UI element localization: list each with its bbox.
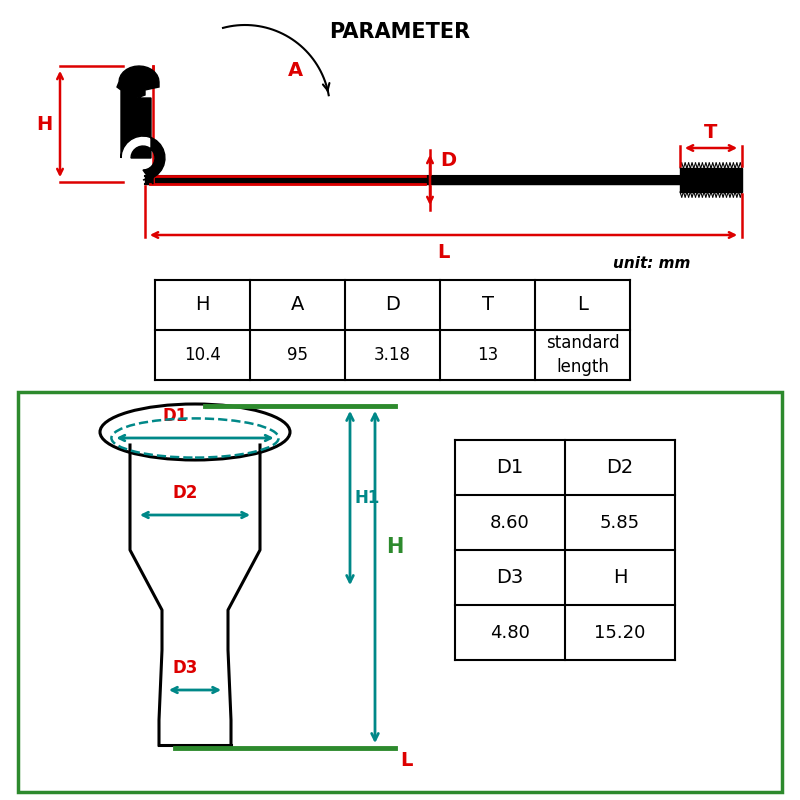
Text: D1: D1 xyxy=(162,407,188,425)
Polygon shape xyxy=(117,66,165,184)
Text: 5.85: 5.85 xyxy=(600,514,640,531)
Text: 3.18: 3.18 xyxy=(374,346,411,364)
Text: H: H xyxy=(386,537,404,557)
Text: 15.20: 15.20 xyxy=(594,623,646,642)
Text: 13: 13 xyxy=(477,346,498,364)
Text: H: H xyxy=(36,114,52,134)
Text: unit: mm: unit: mm xyxy=(613,257,690,271)
Text: A: A xyxy=(291,295,304,314)
Text: T: T xyxy=(482,295,494,314)
Text: T: T xyxy=(704,122,718,142)
Text: PARAMETER: PARAMETER xyxy=(330,22,470,42)
Text: L: L xyxy=(577,295,588,314)
Bar xyxy=(18,392,782,792)
Text: 8.60: 8.60 xyxy=(490,514,530,531)
Text: 10.4: 10.4 xyxy=(184,346,221,364)
Text: H: H xyxy=(195,295,210,314)
Bar xyxy=(680,168,742,192)
Text: H1: H1 xyxy=(355,489,380,507)
Text: D1: D1 xyxy=(496,458,524,477)
Text: H: H xyxy=(613,568,627,587)
Text: L: L xyxy=(438,243,450,262)
Text: D: D xyxy=(440,150,456,170)
Text: 95: 95 xyxy=(287,346,308,364)
Text: 4.80: 4.80 xyxy=(490,623,530,642)
Text: A: A xyxy=(287,61,302,79)
Text: D3: D3 xyxy=(496,568,524,587)
Text: D2: D2 xyxy=(606,458,634,477)
Text: standard
length: standard length xyxy=(546,334,619,376)
Text: D3: D3 xyxy=(172,659,198,677)
Text: L: L xyxy=(400,751,412,770)
Text: D: D xyxy=(385,295,400,314)
Text: D2: D2 xyxy=(172,484,198,502)
